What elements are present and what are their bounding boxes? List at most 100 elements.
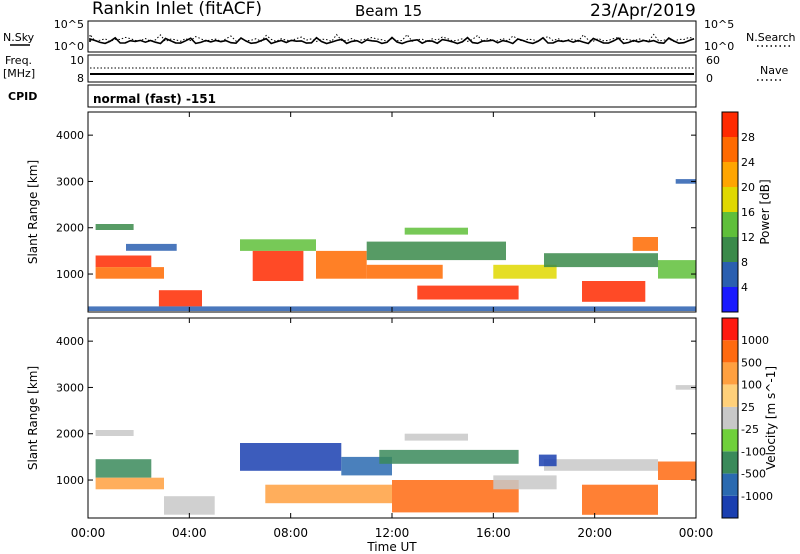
noise-right-tick-bottom: 10^0 (704, 40, 734, 53)
echo-region (158, 290, 202, 307)
noise-left-tick-top: 10^5 (54, 18, 84, 31)
colorbar-swatch (722, 473, 738, 496)
velocity-colorbar: 1000 500 100 25 -25 -100 -500 -1000 (721, 317, 773, 519)
echo-region (582, 484, 658, 515)
echo-region (95, 255, 152, 268)
echo-region (658, 461, 696, 480)
freq-tick-top: 10 (70, 54, 84, 67)
colorbar-tick-label: 12 (741, 231, 755, 244)
echo-region (252, 250, 304, 281)
noise-search-label: N.Search (746, 31, 796, 44)
echo-region (544, 253, 658, 268)
echo-region (240, 443, 342, 471)
y-tick-label: 4000 (56, 335, 84, 348)
colorbar-tick-label: 8 (741, 256, 748, 269)
noise-search-line (89, 33, 695, 43)
echo-region (95, 459, 152, 478)
echo-region (675, 179, 696, 184)
colorbar-swatch (722, 162, 738, 187)
echo-region (493, 475, 557, 490)
noise-right-tick-top: 10^5 (704, 18, 734, 31)
colorbar-swatch (722, 451, 738, 474)
cpid-label: CPID (8, 90, 37, 103)
y-tick-label: 4000 (56, 129, 84, 142)
cpid-panel: CPID normal (fast) -151 (8, 84, 697, 108)
colorbar-swatch (722, 318, 738, 341)
freq-unit-label: [MHz] (3, 67, 35, 80)
echo-region (675, 385, 696, 390)
colorbar-swatch (722, 187, 738, 212)
y-tick-label: 1000 (56, 268, 84, 281)
date-label: 23/Apr/2019 (590, 1, 696, 21)
echo-region (95, 477, 164, 490)
time-tick-label: 20:00 (577, 526, 612, 540)
colorbar-swatch (722, 287, 738, 312)
velocity-y-axis-label: Slant Range [km] (26, 366, 40, 470)
y-tick-label: 3000 (56, 175, 84, 188)
colorbar-swatch (722, 362, 738, 385)
echo-region (316, 250, 367, 279)
velocity-colorbar-label: Velocity [m s^-1] (764, 366, 778, 470)
time-tick-label: 00:00 (71, 526, 106, 540)
echo-region (582, 281, 646, 302)
y-tick-label: 3000 (56, 381, 84, 394)
time-tick-label: 08:00 (273, 526, 308, 540)
colorbar-tick-label: 4 (741, 281, 748, 294)
time-tick-label: 00:00 (679, 526, 714, 540)
time-tick-label: 12:00 (375, 526, 410, 540)
colorbar-tick-label: -100 (741, 445, 766, 458)
noise-sky-label: N.Sky (3, 31, 35, 44)
echo-region (404, 433, 468, 441)
velocity-panel: 1000 2000 3000 4000 Slant Range [km] 1000 50… (26, 317, 778, 519)
echo-region (265, 484, 392, 504)
nave-tick-top: 60 (706, 54, 720, 67)
echo-region (240, 239, 316, 251)
power-y-axis-label: Slant Range [km] (26, 160, 40, 264)
noise-panel: N.Sky 10^5 10^0 10^5 10^0 N.Search (3, 18, 796, 53)
echo-region (366, 264, 443, 279)
colorbar-swatch (722, 212, 738, 237)
noise-left-tick-bottom: 10^0 (54, 40, 84, 53)
colorbar-tick-label: 500 (741, 356, 762, 369)
colorbar-swatch (722, 429, 738, 452)
echo-region (95, 267, 164, 279)
echo-region (366, 241, 506, 261)
time-tick-label: 16:00 (476, 526, 511, 540)
colorbar-tick-label: 25 (741, 401, 755, 414)
colorbar-tick-label: 1000 (741, 334, 769, 347)
echo-region (538, 454, 557, 467)
colorbar-tick-label: 28 (741, 131, 755, 144)
echo-region (404, 227, 468, 235)
nave-label: Nave (760, 64, 788, 77)
colorbar-tick-label: -500 (741, 468, 766, 481)
power-panel: 1000 2000 3000 4000 Slant Range [km] 4 8 12 16… (26, 111, 772, 313)
colorbar-tick-label: 16 (741, 206, 755, 219)
colorbar-tick-label: 24 (741, 156, 755, 169)
cpid-mode: normal (fast) -151 (93, 92, 216, 106)
echo-region (164, 496, 215, 515)
colorbar-swatch (722, 262, 738, 287)
time-axis-ticks: 00:00 04:00 08:00 12:00 16:00 20:00 00:00 (71, 112, 714, 540)
echo-region (632, 237, 658, 251)
colorbar-swatch (722, 495, 738, 518)
colorbar-tick-label: -25 (741, 423, 759, 436)
colorbar-swatch (722, 112, 738, 137)
echo-region (544, 459, 658, 471)
echo-region (95, 224, 134, 230)
colorbar-swatch (722, 384, 738, 407)
y-tick-label: 1000 (56, 474, 84, 487)
freq-tick-bottom: 8 (77, 72, 84, 85)
time-axis-label: Time UT (366, 540, 417, 554)
y-tick-label: 2000 (56, 428, 84, 441)
echo-region (658, 260, 696, 279)
echo-region (126, 243, 177, 251)
nave-tick-bottom: 0 (706, 72, 713, 85)
echo-region (379, 449, 519, 464)
time-tick-label: 04:00 (172, 526, 207, 540)
power-colorbar-label: Power [dB] (758, 179, 772, 244)
velocity-y-ticks: 1000 2000 3000 4000 (56, 335, 696, 487)
echo-region (417, 285, 519, 300)
colorbar-swatch (722, 137, 738, 162)
colorbar-tick-label: -1000 (741, 490, 773, 503)
